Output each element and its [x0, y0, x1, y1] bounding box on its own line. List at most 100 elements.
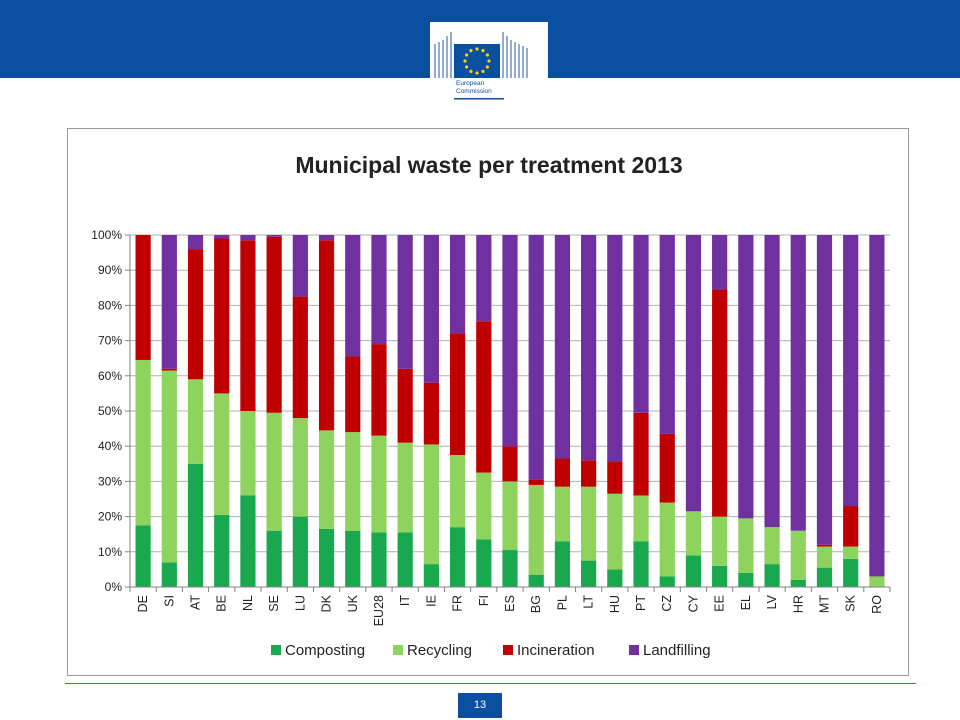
x-tick-label: NL [241, 595, 255, 611]
bar-segment-recycling [266, 412, 282, 531]
bar-segment-recycling [738, 518, 754, 573]
x-tick-label: RO [870, 595, 884, 614]
bar-segment-composting [764, 564, 780, 587]
bar-segment-composting [816, 567, 833, 587]
bar-segment-composting [607, 569, 623, 587]
bar-segment-composting [581, 560, 597, 587]
x-tick-label: FI [477, 595, 491, 606]
bar-segment-incineration [371, 344, 387, 436]
bar-segment-composting [476, 539, 492, 587]
bar-segment-landfilling [318, 235, 335, 241]
stacked-bar-chart: Municipal waste per treatment 2013 0% 10% 2… [91, 152, 891, 659]
bar-segment-composting [214, 514, 230, 587]
bar-segment-incineration [318, 240, 335, 431]
bar-segment-incineration [712, 289, 728, 517]
bar-segment-composting [502, 550, 518, 587]
bar-segment-recycling [633, 495, 649, 542]
bar-segment-recycling [135, 359, 151, 526]
bar-segment-incineration [528, 479, 544, 485]
bar-segment-recycling [869, 576, 885, 587]
bar-segment-landfilling [554, 235, 571, 459]
x-tick-label: SE [267, 595, 281, 612]
bar-segment-recycling [816, 546, 833, 568]
x-tick-label: IT [398, 595, 412, 606]
bar-segment-composting [712, 565, 728, 587]
bar-segment-recycling [581, 486, 597, 561]
bar-segment-landfilling [659, 235, 675, 434]
x-tick-label: AT [189, 595, 203, 610]
x-tick-label: SK [844, 594, 858, 611]
bar-segment-incineration [397, 368, 413, 443]
bar-segment-recycling [187, 379, 204, 464]
y-tick-label: 100% [91, 228, 122, 242]
bar-segment-composting [397, 532, 413, 587]
x-tick-label: MT [817, 595, 831, 613]
x-tick-label: BE [215, 595, 229, 612]
bar-segment-composting [554, 541, 571, 587]
x-tick-label: EU28 [372, 595, 386, 626]
bar-segment-composting [292, 516, 308, 587]
y-tick-label: 30% [98, 474, 122, 488]
x-tick-label: BG [529, 595, 543, 613]
x-tick-label: PT [634, 595, 648, 611]
bar-segment-incineration [502, 446, 518, 482]
bar-segment-landfilling [187, 235, 204, 250]
page-number: 13 [458, 693, 502, 718]
legend-swatch-recycling [393, 645, 403, 655]
x-tick-label: CY [686, 594, 700, 612]
x-tick-label: DK [320, 594, 334, 612]
x-tick-label: CZ [660, 595, 674, 612]
x-tick-label: HU [608, 595, 622, 613]
bar-segment-landfilling [214, 235, 230, 239]
chart-title: Municipal waste per treatment 2013 [295, 152, 682, 178]
bar-segment-composting [685, 555, 702, 587]
eu-stars-icon [463, 47, 491, 75]
bar-segment-recycling [371, 435, 387, 533]
bar-segment-landfilling [161, 235, 177, 369]
bar-segment-landfilling [816, 235, 833, 545]
bar-segment-composting [659, 576, 675, 587]
bar-segment-recycling [528, 484, 544, 575]
bar-segment-composting [738, 572, 754, 587]
bar-segment-composting [187, 463, 204, 587]
bar-segment-composting [790, 579, 806, 587]
footer-divider [65, 683, 916, 684]
bar-segment-landfilling [423, 235, 439, 383]
bar-segment-recycling [345, 432, 361, 531]
bar-segment-incineration [292, 296, 308, 419]
logo-text-line2: Commission [456, 88, 492, 95]
european-commission-logo: European Commission [430, 22, 548, 104]
bar-segment-incineration [816, 544, 833, 547]
y-tick-label: 70% [98, 334, 122, 348]
bar-segment-landfilling [869, 235, 885, 577]
bar-segment-landfilling [266, 235, 282, 237]
y-tick-label: 80% [98, 298, 122, 312]
bar-segment-composting [318, 528, 335, 587]
bar-segment-composting [843, 558, 859, 587]
bar-segment-recycling [423, 444, 439, 565]
bar-segment-composting [240, 495, 256, 587]
y-tick-label: 20% [98, 510, 122, 524]
x-tick-label: FR [451, 595, 465, 612]
bar-segment-composting [135, 525, 151, 587]
bar-segment-landfilling [633, 235, 649, 413]
bar-segment-landfilling [607, 235, 623, 463]
x-tick-label: LU [293, 595, 307, 611]
bar-segment-incineration [607, 462, 623, 494]
bar-segment-landfilling [528, 235, 544, 480]
bar-segment-composting [371, 532, 387, 587]
bar-segment-recycling [292, 418, 308, 517]
legend-swatch-composting [271, 645, 281, 655]
bar-segment-composting [161, 562, 177, 587]
x-tick-label: IE [424, 595, 438, 607]
bar-segment-composting [449, 527, 466, 587]
bar-segment-incineration [843, 506, 859, 547]
bar-segment-recycling [397, 442, 413, 533]
x-tick-label: LT [582, 595, 596, 609]
legend-label: Incineration [517, 642, 595, 659]
legend-label: Recycling [407, 642, 472, 659]
bar-segment-incineration [345, 356, 361, 433]
logo-text-line1: European [456, 80, 485, 87]
bar-segment-landfilling [712, 235, 728, 290]
bar-segment-composting [266, 530, 282, 587]
